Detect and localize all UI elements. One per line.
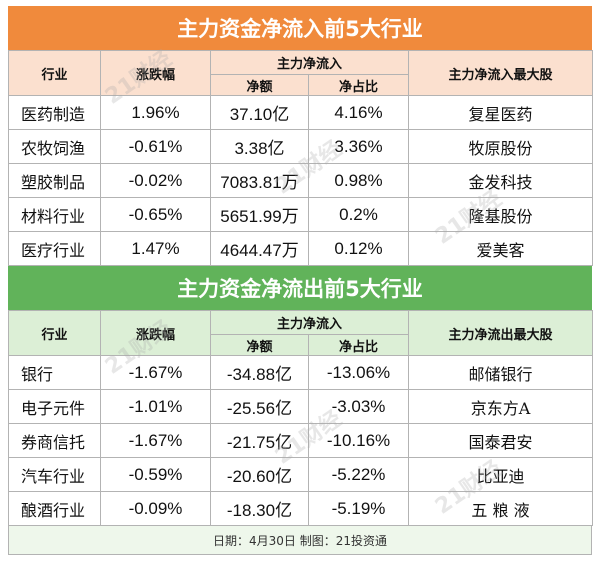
change-cell: 1.96%	[100, 95, 211, 130]
net-amount-cell: -18.30亿	[210, 491, 309, 526]
change-cell: -0.02%	[100, 163, 211, 198]
table-row: 电子元件 -1.01% -25.56亿 -3.03% 京东方A	[8, 389, 594, 424]
table-row: 农牧饲渔 -0.61% 3.38亿 3.36% 牧原股份	[8, 129, 594, 164]
net-ratio-cell: -5.19%	[307, 491, 410, 526]
industry-cell: 券商信托	[8, 423, 101, 458]
inflow-title: 主力资金净流入前5大行业	[8, 6, 592, 50]
net-ratio-cell: 4.16%	[307, 95, 410, 130]
top-stock-cell: 五 粮 液	[408, 491, 594, 526]
change-cell: -0.61%	[100, 129, 211, 164]
net-amount-cell: 7083.81万	[210, 163, 309, 198]
change-cell: -1.67%	[100, 423, 211, 458]
change-cell: -1.01%	[100, 389, 211, 424]
change-cell: -1.67%	[100, 355, 211, 390]
header-industry: 行业	[8, 50, 101, 96]
top-stock-cell: 金发科技	[408, 163, 594, 198]
table-row: 酿酒行业 -0.09% -18.30亿 -5.19% 五 粮 液	[8, 491, 594, 526]
net-amount-cell: 5651.99万	[210, 197, 309, 232]
inflow-table: 行业 涨跌幅 主力净流入 主力净流入最大股 净额 净占比 医药制造 1.96% 37…	[8, 50, 594, 266]
change-cell: 1.47%	[100, 231, 211, 266]
industry-cell: 医药制造	[8, 95, 101, 130]
net-ratio-cell: -5.22%	[307, 457, 410, 492]
top-stock-cell: 比亚迪	[408, 457, 594, 492]
net-ratio-cell: 0.2%	[307, 197, 410, 232]
top-stock-cell: 复星医药	[408, 95, 594, 130]
table-row: 医药制造 1.96% 37.10亿 4.16% 复星医药	[8, 95, 594, 130]
net-amount-cell: -21.75亿	[210, 423, 309, 458]
header-change: 涨跌幅	[100, 310, 211, 356]
net-ratio-cell: -13.06%	[307, 355, 410, 390]
outflow-title: 主力资金净流出前5大行业	[8, 266, 592, 310]
change-cell: -0.59%	[100, 457, 211, 492]
top-stock-cell: 牧原股份	[408, 129, 594, 164]
industry-cell: 农牧饲渔	[8, 129, 101, 164]
industry-cell: 材料行业	[8, 197, 101, 232]
header-main-flow: 主力净流入	[209, 50, 410, 75]
header-top-stock: 主力净流出最大股	[408, 310, 594, 356]
header-main-flow: 主力净流入	[209, 310, 410, 335]
change-cell: -0.09%	[100, 491, 211, 526]
industry-cell: 酿酒行业	[8, 491, 101, 526]
outflow-table: 行业 涨跌幅 主力净流入 主力净流出最大股 净额 净占比 银行 -1.67% -34…	[8, 310, 594, 526]
net-amount-cell: -34.88亿	[210, 355, 309, 390]
top-stock-cell: 国泰君安	[408, 423, 594, 458]
net-ratio-cell: -3.03%	[307, 389, 410, 424]
net-ratio-cell: 0.98%	[307, 163, 410, 198]
industry-cell: 汽车行业	[8, 457, 101, 492]
header-change: 涨跌幅	[100, 50, 211, 96]
net-amount-cell: 37.10亿	[210, 95, 309, 130]
top-stock-cell: 爱美客	[408, 231, 594, 266]
top-stock-cell: 邮储银行	[408, 355, 594, 390]
header-industry: 行业	[8, 310, 101, 356]
change-cell: -0.65%	[100, 197, 211, 232]
table-row: 医疗行业 1.47% 4644.47万 0.12% 爱美客	[8, 231, 594, 266]
net-amount-cell: 4644.47万	[210, 231, 309, 266]
table-row: 券商信托 -1.67% -21.75亿 -10.16% 国泰君安	[8, 423, 594, 458]
header-net-amount: 净额	[210, 74, 309, 96]
industry-cell: 塑胶制品	[8, 163, 101, 198]
table-row: 塑胶制品 -0.02% 7083.81万 0.98% 金发科技	[8, 163, 594, 198]
header-net-amount: 净额	[210, 334, 309, 356]
header-net-ratio: 净占比	[307, 74, 410, 96]
table-row: 材料行业 -0.65% 5651.99万 0.2% 隆基股份	[8, 197, 594, 232]
top-stock-cell: 隆基股份	[408, 197, 594, 232]
top-stock-cell: 京东方A	[408, 389, 594, 424]
industry-cell: 银行	[8, 355, 101, 390]
header-net-ratio: 净占比	[307, 334, 410, 356]
flow-infographic: 主力资金净流入前5大行业 行业 涨跌幅 主力净流入 主力净流入最大股 净额 净占…	[8, 6, 594, 562]
table-row: 银行 -1.67% -34.88亿 -13.06% 邮储银行	[8, 355, 594, 390]
net-amount-cell: -20.60亿	[210, 457, 309, 492]
industry-cell: 医疗行业	[8, 231, 101, 266]
net-ratio-cell: 0.12%	[307, 231, 410, 266]
header-top-stock: 主力净流入最大股	[408, 50, 594, 96]
net-ratio-cell: 3.36%	[307, 129, 410, 164]
table-row: 汽车行业 -0.59% -20.60亿 -5.22% 比亚迪	[8, 457, 594, 492]
footer-caption: 日期：4月30日 制图：21投资通	[8, 526, 592, 555]
net-ratio-cell: -10.16%	[307, 423, 410, 458]
net-amount-cell: -25.56亿	[210, 389, 309, 424]
net-amount-cell: 3.38亿	[210, 129, 309, 164]
industry-cell: 电子元件	[8, 389, 101, 424]
